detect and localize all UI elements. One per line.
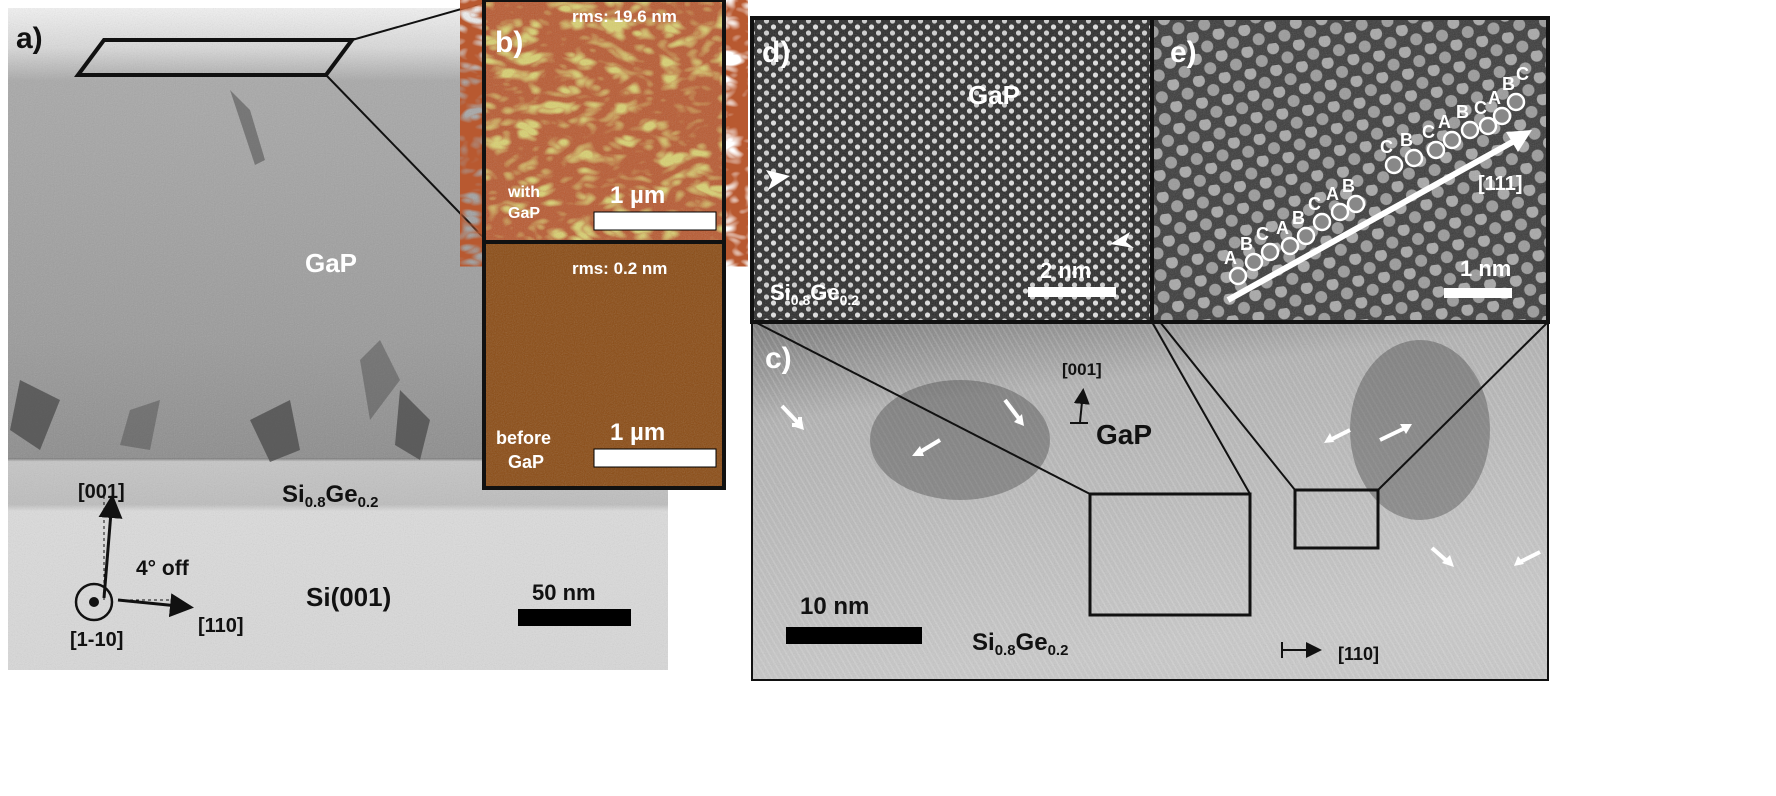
panel-b-afm-images: b) rms: 19.6 nm with GaP 1 µm rms: 0.2 n…: [482, 0, 726, 490]
stacking-letter: B: [1400, 130, 1413, 150]
atom-column-marker: [1296, 226, 1316, 246]
sige-label-a: Si0.8Ge0.2: [282, 481, 378, 511]
crystal-axes-indicator: [001] 4° off [110] [1-10]: [70, 481, 244, 651]
atom-column-marker: [1460, 120, 1480, 140]
svg-text:GaP: GaP: [508, 452, 544, 472]
atom-column-marker: [1312, 212, 1332, 232]
gap-label-a: GaP: [305, 248, 357, 278]
stacking-letter: C: [1256, 224, 1269, 244]
panel-e-hrtem-zoom: e) AB C A BC A BC B C A B C AB C [111] 1 nm: [1152, 18, 1548, 322]
stacking-letter: C: [1516, 64, 1529, 84]
interface-arrow-left: [766, 170, 790, 190]
interface-arrow-right: [1110, 232, 1134, 248]
stacking-letter: B: [1456, 102, 1469, 122]
svg-text:[110]: [110]: [198, 615, 244, 637]
out-of-plane-axis-icon: [74, 582, 114, 622]
svg-text:rms: 0.2 nm: rms: 0.2 nm: [572, 259, 667, 278]
stacking-letter: A: [1224, 248, 1237, 268]
atom-column-marker: [1346, 194, 1366, 214]
zoom-box-e: [1293, 488, 1380, 550]
atom-column-marker: [1260, 242, 1280, 262]
svg-text:1 µm: 1 µm: [610, 182, 665, 209]
stacking-letter: A: [1438, 112, 1451, 132]
svg-text:[111]: [111]: [1478, 173, 1522, 195]
scale-bar-a: [518, 609, 631, 626]
svg-text:with: with: [507, 184, 540, 201]
atom-column-marker: [1426, 140, 1446, 160]
stacking-letter: B: [1240, 234, 1253, 254]
sige-label-c: Si0.8Ge0.2: [972, 629, 1068, 659]
scale-bar-b-top: [593, 211, 717, 231]
stacking-letter: B: [1292, 208, 1305, 228]
svg-text:2 nm: 2 nm: [1040, 258, 1091, 283]
scale-bar-c: [786, 627, 922, 644]
svg-text:e): e): [1170, 36, 1197, 69]
stacking-letter: C: [1474, 98, 1487, 118]
svg-text:[110]: [110]: [1338, 644, 1379, 664]
svg-text:c): c): [765, 342, 792, 375]
atom-column-marker: [1228, 266, 1248, 286]
atom-column-marker: [1404, 148, 1424, 168]
svg-text:GaP: GaP: [508, 205, 540, 222]
svg-text:before: before: [496, 428, 551, 448]
substrate-label: Si(001): [306, 582, 391, 612]
svg-text:GaP: GaP: [968, 80, 1020, 110]
stacking-sequence: AB C A BC A BC B C A B C AB C: [1224, 64, 1529, 286]
svg-text:GaP: GaP: [1096, 419, 1152, 450]
afm-with-gap: b) rms: 19.6 nm with GaP 1 µm: [484, 0, 724, 242]
svg-text:Si0.8Ge0.2: Si0.8Ge0.2: [770, 280, 859, 308]
svg-text:b): b): [495, 26, 523, 59]
svg-text:[001]: [001]: [1062, 360, 1102, 379]
svg-text:1 µm: 1 µm: [610, 419, 665, 446]
stacking-letter: A: [1276, 218, 1289, 238]
stacking-letter: B: [1502, 74, 1515, 94]
scale-bar-d: [1028, 287, 1116, 297]
atom-column-marker: [1244, 252, 1264, 272]
stacking-letter: C: [1308, 194, 1321, 214]
scale-bar-label-a: 50 nm: [532, 580, 596, 605]
direction-111-arrow: [1226, 137, 1518, 303]
svg-text:4° off: 4° off: [136, 557, 190, 580]
panel-d-hrtem-zoom: d) GaP 2 nm Si0.8Ge0.2: [752, 18, 1152, 322]
atom-column-marker: [1280, 236, 1300, 256]
svg-text:[1-10]: [1-10]: [70, 629, 123, 651]
atom-column-marker: [1506, 92, 1526, 112]
zoom-box-d: [1088, 492, 1252, 617]
stacking-letter: C: [1422, 122, 1435, 142]
atom-column-marker: [1442, 130, 1462, 150]
stacking-letter: B: [1342, 176, 1355, 196]
stacking-letter: C: [1380, 137, 1393, 157]
atom-column-marker: [1492, 106, 1512, 126]
atom-column-marker: [1478, 116, 1498, 136]
afm-before-gap: rms: 0.2 nm before GaP 1 µm: [484, 242, 724, 488]
panel-label-a: a): [16, 22, 43, 55]
interface-defects: [10, 90, 430, 462]
scale-bar-e: [1444, 288, 1512, 298]
svg-text:1 nm: 1 nm: [1460, 256, 1511, 281]
svg-text:[001]: [001]: [78, 481, 125, 503]
svg-text:10 nm: 10 nm: [800, 593, 869, 620]
svg-text:rms: 19.6 nm: rms: 19.6 nm: [572, 7, 677, 26]
scale-bar-b-bottom: [593, 448, 717, 468]
atom-column-marker: [1330, 202, 1350, 222]
atom-column-marker: [1384, 155, 1404, 175]
stacking-letter: A: [1488, 88, 1501, 108]
svg-text:d): d): [762, 36, 790, 69]
stacking-letter: A: [1326, 184, 1339, 204]
